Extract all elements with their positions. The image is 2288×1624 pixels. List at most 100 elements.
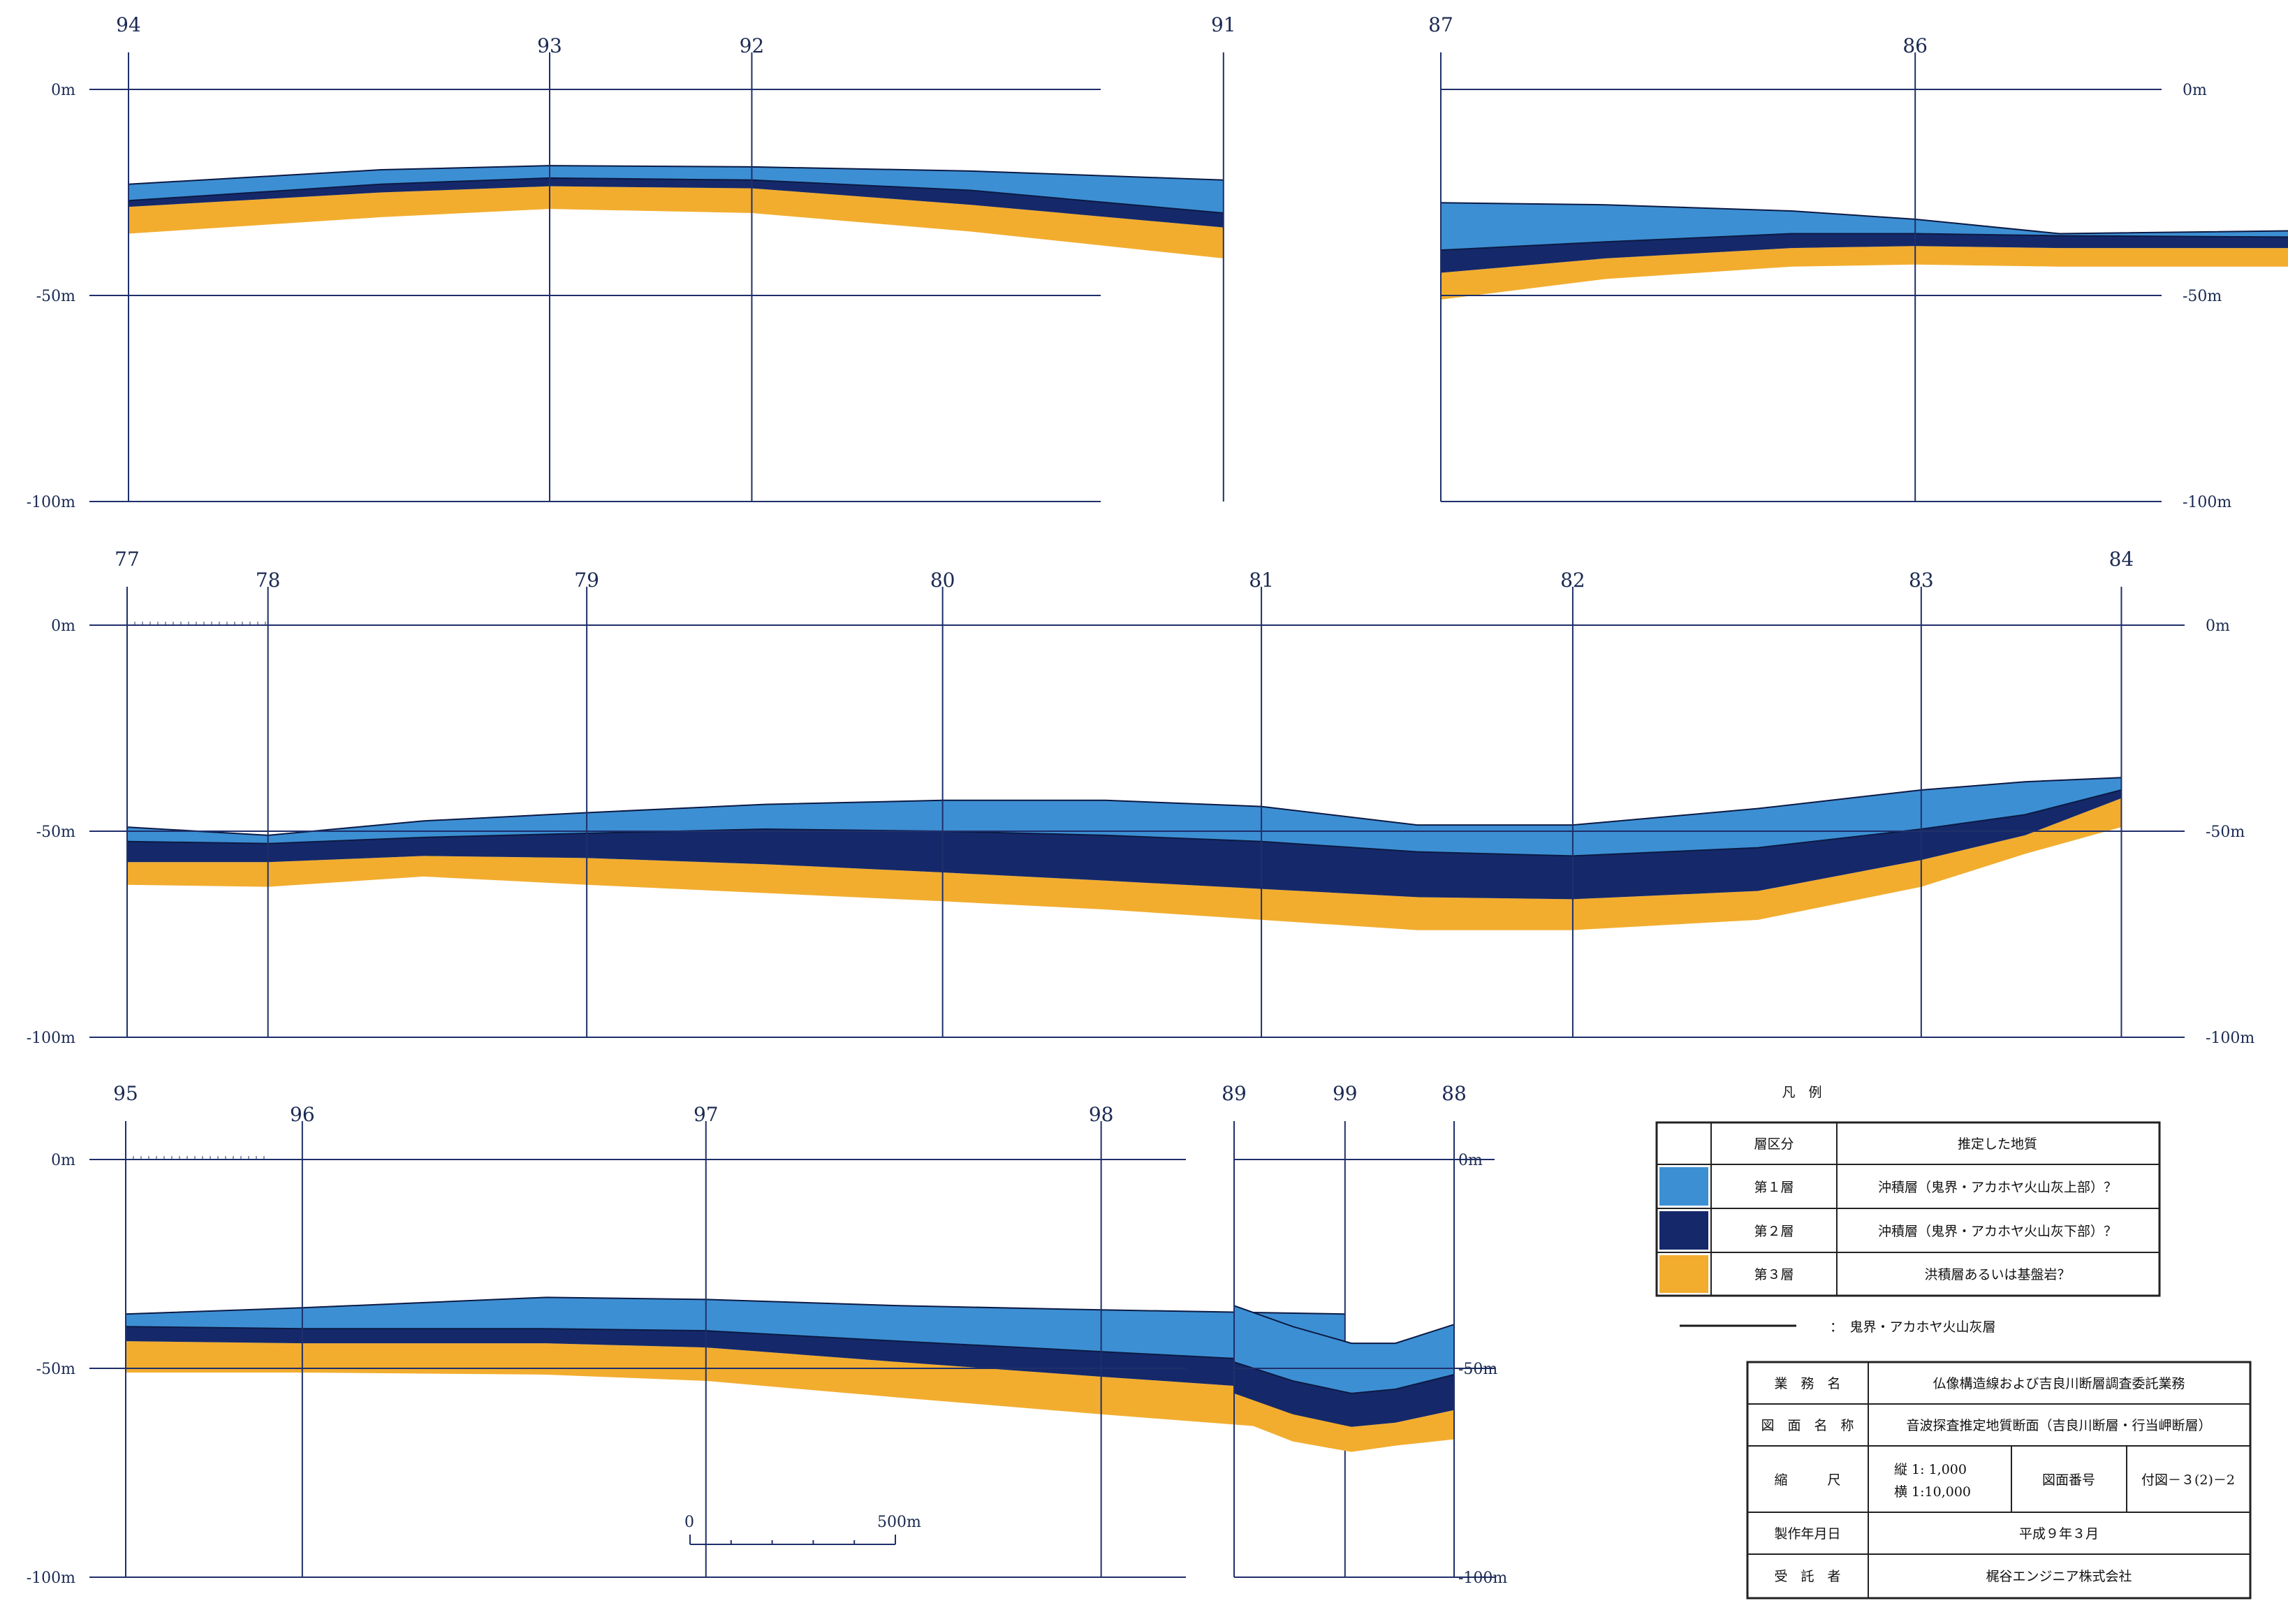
seafloor-line xyxy=(1440,202,2288,235)
legend-swatch-layer2 xyxy=(1659,1211,1708,1250)
contractor-value: 梶谷エンジニア株式会社 xyxy=(1986,1569,2132,1584)
station-label: 78 xyxy=(256,569,281,592)
legend: 凡 例 層区分 推定した地質 第１層 沖積層（鬼界・アカホヤ火山灰上部）？ 第２… xyxy=(1655,1085,2161,1335)
horizontal-scale-value: 横 1:10,000 xyxy=(1894,1484,1971,1500)
section-row2: 0m 0m -50m -50m -100m -100m 77 78 79 80 81 82 83 84 xyxy=(27,548,2255,1047)
depth-label: -50m xyxy=(36,1361,75,1378)
layer3-band xyxy=(126,1341,1345,1433)
depth-label: -50m xyxy=(36,288,75,305)
depth-label: -100m xyxy=(2183,494,2231,511)
station-label: 86 xyxy=(1902,34,1928,57)
production-date-value: 平成９年３月 xyxy=(2019,1526,2099,1542)
station-label: 87 xyxy=(1428,13,1453,36)
station-label: 97 xyxy=(694,1103,719,1126)
layer2-band xyxy=(1441,233,2288,273)
station-label: 96 xyxy=(290,1103,315,1126)
layer1-band xyxy=(127,777,2122,856)
layer1-band xyxy=(1441,203,2288,251)
section-row3-right: 0m -50m -100m 89 88 xyxy=(1222,1082,1507,1587)
depth-label: -100m xyxy=(27,1570,75,1587)
legend-header-layer: 層区分 xyxy=(1754,1136,1794,1152)
station-label: 84 xyxy=(2109,548,2134,571)
depth-label: -50m xyxy=(2183,288,2222,305)
station-label: 99 xyxy=(1333,1082,1358,1105)
work-name-value: 仏像構造線および吉良川断層調査委託業務 xyxy=(1933,1376,2185,1391)
drawing-name-value: 音波探査推定地質断面（吉良川断層・行当岬断層） xyxy=(1906,1418,2211,1433)
layer2-band xyxy=(126,1326,1345,1393)
layer3-band xyxy=(127,798,2122,930)
layer2-band xyxy=(127,790,2122,900)
layer3-band xyxy=(1234,1393,1454,1452)
depth-label: -100m xyxy=(27,494,75,511)
station-label: 95 xyxy=(113,1082,138,1105)
title-block-frame xyxy=(1746,1361,2252,1600)
title-block: 業 務 名 仏像構造線および吉良川断層調査委託業務 図 面 名 称 音波探査推定… xyxy=(1746,1361,2252,1600)
station-label: 77 xyxy=(115,548,140,571)
layer1-band xyxy=(1234,1305,1454,1393)
layer2-band xyxy=(1234,1362,1454,1427)
legend-layer1-name: 第１層 xyxy=(1754,1180,1794,1195)
seafloor-line xyxy=(126,777,2122,836)
work-name-label: 業 務 名 xyxy=(1774,1376,1840,1391)
depth-label: 0m xyxy=(51,1152,75,1169)
legend-layer2-name: 第２層 xyxy=(1754,1224,1794,1239)
scale-bar-end-label: 500m xyxy=(877,1514,921,1531)
station-label: 98 xyxy=(1089,1103,1114,1126)
depth-label: -100m xyxy=(2206,1030,2254,1047)
drawing-number-value: 付図－３(2)－2 xyxy=(2141,1472,2235,1488)
scale-bar-start-label: 0 xyxy=(684,1514,694,1531)
legend-layer3-name: 第３層 xyxy=(1754,1267,1794,1282)
seafloor-line xyxy=(128,165,1224,185)
ash-horizon-line xyxy=(126,789,2122,857)
layer3-band xyxy=(1441,246,2288,300)
station-label: 94 xyxy=(116,13,141,36)
station-label: 82 xyxy=(1560,569,1585,592)
legend-swatch-layer1 xyxy=(1659,1167,1708,1206)
ash-horizon-line xyxy=(1440,233,2288,251)
drawing-number-label: 図面番号 xyxy=(2042,1472,2095,1488)
station-label: 92 xyxy=(740,34,765,57)
layer2-band xyxy=(129,177,1224,228)
legend-layer3-desc: 洪積層あるいは基盤岩？ xyxy=(1924,1267,2070,1282)
vertical-scale-value: 縦 1: 1,000 xyxy=(1894,1462,1967,1477)
ash-horizon-line xyxy=(128,177,1224,214)
layer1-band xyxy=(126,1297,1345,1365)
scale-bar: 0 500m xyxy=(684,1514,921,1545)
legend-layer1-desc: 沖積層（鬼界・アカホヤ火山灰上部）？ xyxy=(1878,1180,2117,1195)
station-label: 93 xyxy=(537,34,562,57)
ash-horizon-line xyxy=(1233,1361,1455,1394)
legend-layer2-desc: 沖積層（鬼界・アカホヤ火山灰下部）？ xyxy=(1878,1224,2117,1239)
seafloor-line xyxy=(1233,1305,1455,1345)
scale-bar-ticks xyxy=(689,1535,896,1544)
depth-label: -50m xyxy=(36,824,75,841)
legend-header-geology: 推定した地質 xyxy=(1958,1136,2037,1152)
cross-sections: 0m-50m-100m949392910m-50m-100m8786850m0m… xyxy=(27,13,2288,1587)
layer1-band xyxy=(129,166,1224,213)
station-label: 91 xyxy=(1211,13,1236,36)
station-label: 89 xyxy=(1222,1082,1247,1105)
legend-ash-line-note: ： 鬼界・アカホヤ火山灰層 xyxy=(1830,1319,1996,1335)
depth-label: 0m xyxy=(2206,617,2230,635)
scale-label: 縮 尺 xyxy=(1774,1472,1840,1488)
station-label: 80 xyxy=(930,569,955,592)
production-date-label: 製作年月日 xyxy=(1774,1526,1840,1542)
legend-title: 凡 例 xyxy=(1782,1085,1821,1100)
depth-label: -100m xyxy=(1458,1570,1507,1587)
depth-label: 0m xyxy=(2183,82,2207,99)
drawing-name-label: 図 面 名 称 xyxy=(1761,1418,1854,1433)
depth-label: 0m xyxy=(51,617,75,635)
layer3-band xyxy=(129,186,1224,258)
section-row1-left: 0m -50m -100m 94 93 92 91 xyxy=(27,13,1236,511)
contractor-label: 受 託 者 xyxy=(1774,1569,1840,1584)
depth-label: 0m xyxy=(1458,1152,1483,1169)
station-label: 88 xyxy=(1442,1082,1467,1105)
depth-label: -50m xyxy=(1458,1361,1497,1378)
station-label: 79 xyxy=(574,569,599,592)
section-row1-right: 0m-50m-100m878685 xyxy=(1428,13,2288,511)
depth-label: 0m xyxy=(51,82,75,99)
legend-swatch-layer3 xyxy=(1659,1255,1708,1293)
station-label: 83 xyxy=(1909,569,1934,592)
station-label: 81 xyxy=(1249,569,1274,592)
depth-label: -100m xyxy=(27,1030,75,1047)
